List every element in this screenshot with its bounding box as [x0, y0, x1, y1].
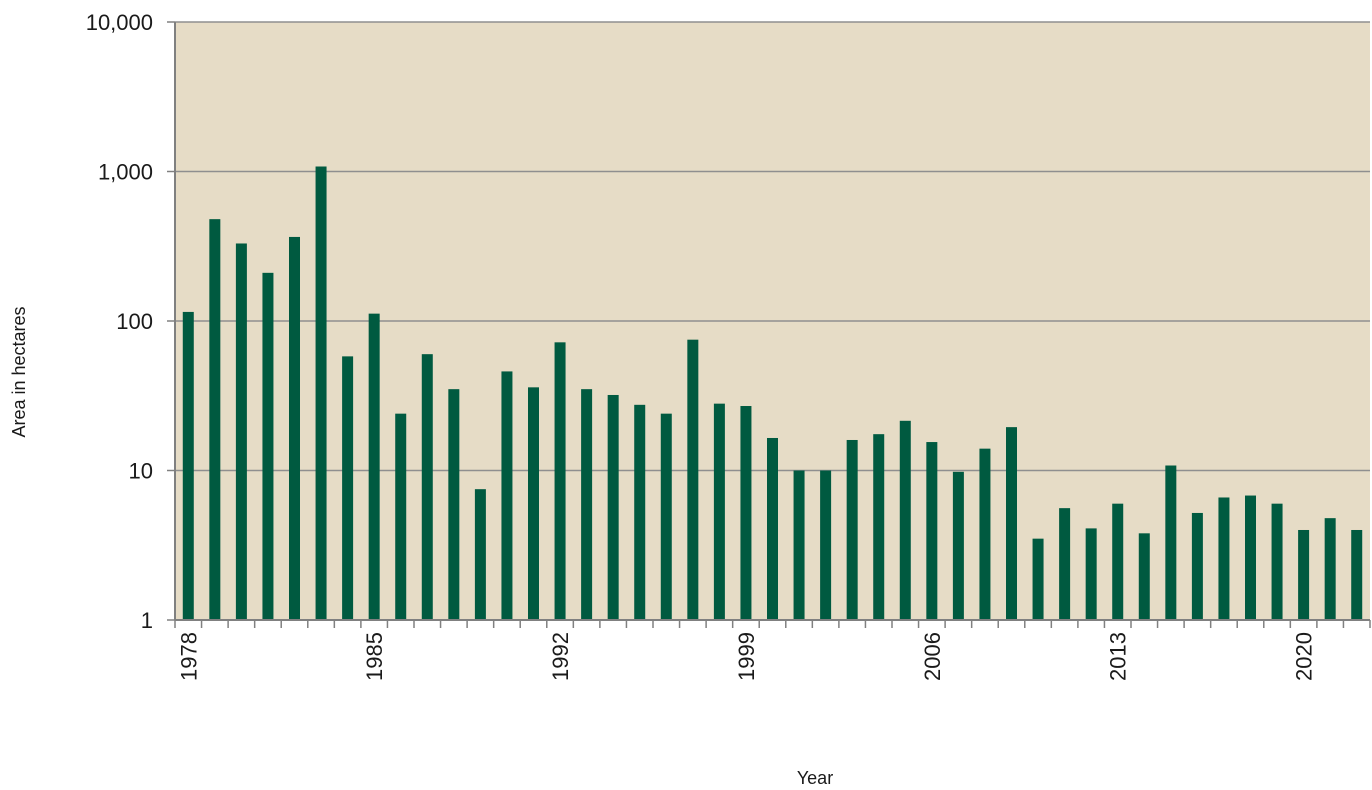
x-tick-label: 2020 — [1292, 632, 1317, 681]
x-tick-label: 2013 — [1106, 632, 1131, 681]
x-axis-title: Year — [797, 768, 833, 788]
bar-1989 — [474, 489, 486, 620]
bar-1999 — [740, 406, 752, 620]
bar-1979 — [209, 219, 221, 621]
bar-2001 — [793, 470, 805, 620]
bar-2017 — [1218, 497, 1230, 620]
x-tick-label: 2006 — [920, 632, 945, 681]
bar-2007 — [952, 471, 964, 620]
bar-1991 — [528, 387, 539, 620]
bar-2000 — [767, 437, 778, 620]
y-axis-title: Area in hectares — [9, 306, 29, 437]
bar-1978 — [182, 311, 194, 620]
bar-1996 — [660, 413, 672, 620]
bar-2014 — [1138, 533, 1150, 620]
y-tick-marks — [167, 21, 175, 621]
bar-1988 — [448, 389, 460, 620]
bars — [182, 166, 1363, 621]
bar-2010 — [1032, 538, 1044, 620]
y-tick-labels: 1 10 100 1,000 10,000 — [86, 10, 153, 633]
bar-2016 — [1191, 512, 1203, 620]
bar-1985 — [368, 313, 380, 620]
bar-1995 — [634, 404, 646, 620]
bar-2022 — [1351, 529, 1363, 620]
x-tick-label: 1985 — [362, 632, 387, 681]
bar-1993 — [581, 389, 593, 620]
bar-2018 — [1245, 495, 1256, 620]
bar-1997 — [687, 339, 699, 620]
bar-2003 — [846, 439, 858, 620]
bar-2020 — [1298, 529, 1310, 620]
bar-2005 — [899, 420, 911, 620]
bar-1986 — [395, 413, 407, 620]
x-tick-label: 1978 — [176, 632, 201, 681]
bar-2013 — [1112, 503, 1124, 620]
y-tick-label: 10,000 — [86, 10, 153, 35]
y-tick-label: 1,000 — [98, 160, 153, 185]
bar-1981 — [262, 272, 274, 620]
y-tick-label: 100 — [116, 309, 153, 334]
bar-1982 — [289, 236, 300, 621]
bar-1980 — [235, 243, 247, 620]
bar-2015 — [1165, 465, 1177, 620]
bar-2004 — [873, 434, 885, 620]
bar-2021 — [1324, 518, 1336, 620]
bar-2006 — [926, 442, 938, 620]
x-tick-labels: 1978 1985 1992 1999 2006 2013 2020 — [176, 632, 1316, 681]
bar-2002 — [820, 470, 832, 620]
bar-1998 — [713, 403, 725, 620]
y-tick-label: 10 — [129, 459, 153, 484]
bar-2008 — [979, 448, 991, 620]
bar-1987 — [421, 354, 433, 620]
y-tick-label: 1 — [141, 608, 153, 633]
x-tick-label: 1992 — [548, 632, 573, 681]
bar-2011 — [1059, 508, 1071, 620]
bar-1994 — [607, 394, 619, 620]
bar-1983 — [315, 166, 327, 620]
bar-2009 — [1006, 427, 1017, 620]
x-tick-marks — [174, 620, 1371, 628]
x-tick-label: 1999 — [734, 632, 759, 681]
bar-1984 — [342, 356, 354, 620]
bar-2019 — [1271, 503, 1283, 620]
bar-1990 — [501, 371, 513, 620]
bar-2012 — [1085, 528, 1097, 620]
bar-1992 — [554, 342, 566, 620]
